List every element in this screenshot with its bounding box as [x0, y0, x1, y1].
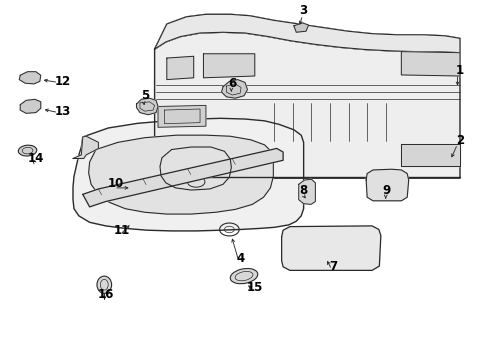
Polygon shape	[73, 118, 304, 231]
Ellipse shape	[18, 145, 37, 156]
Polygon shape	[83, 148, 283, 207]
Polygon shape	[89, 135, 273, 214]
Polygon shape	[299, 179, 316, 204]
Polygon shape	[401, 144, 460, 166]
Polygon shape	[167, 56, 194, 80]
Polygon shape	[221, 80, 247, 98]
Text: 1: 1	[456, 64, 464, 77]
Polygon shape	[155, 32, 460, 178]
Polygon shape	[158, 105, 206, 127]
Polygon shape	[19, 72, 41, 84]
Text: 15: 15	[246, 281, 263, 294]
Text: 14: 14	[28, 152, 44, 165]
Text: 3: 3	[299, 4, 308, 17]
Text: 11: 11	[114, 224, 130, 237]
Text: 8: 8	[299, 184, 308, 197]
Polygon shape	[137, 98, 158, 115]
Text: 2: 2	[456, 134, 464, 147]
Text: 13: 13	[55, 105, 72, 118]
Polygon shape	[203, 54, 255, 78]
Ellipse shape	[97, 276, 112, 293]
Text: 7: 7	[329, 260, 337, 273]
Ellipse shape	[230, 269, 258, 284]
Text: 12: 12	[55, 75, 72, 88]
Polygon shape	[282, 226, 381, 270]
Text: 9: 9	[383, 184, 391, 197]
Polygon shape	[401, 51, 460, 76]
Polygon shape	[155, 14, 460, 53]
Text: 10: 10	[107, 177, 123, 190]
Text: 4: 4	[236, 252, 244, 265]
Polygon shape	[294, 23, 309, 32]
Polygon shape	[20, 99, 41, 113]
Polygon shape	[366, 169, 409, 201]
Text: 16: 16	[98, 288, 114, 301]
Text: 6: 6	[229, 77, 237, 90]
Text: 5: 5	[141, 89, 149, 102]
Polygon shape	[155, 14, 460, 53]
Polygon shape	[73, 136, 98, 158]
